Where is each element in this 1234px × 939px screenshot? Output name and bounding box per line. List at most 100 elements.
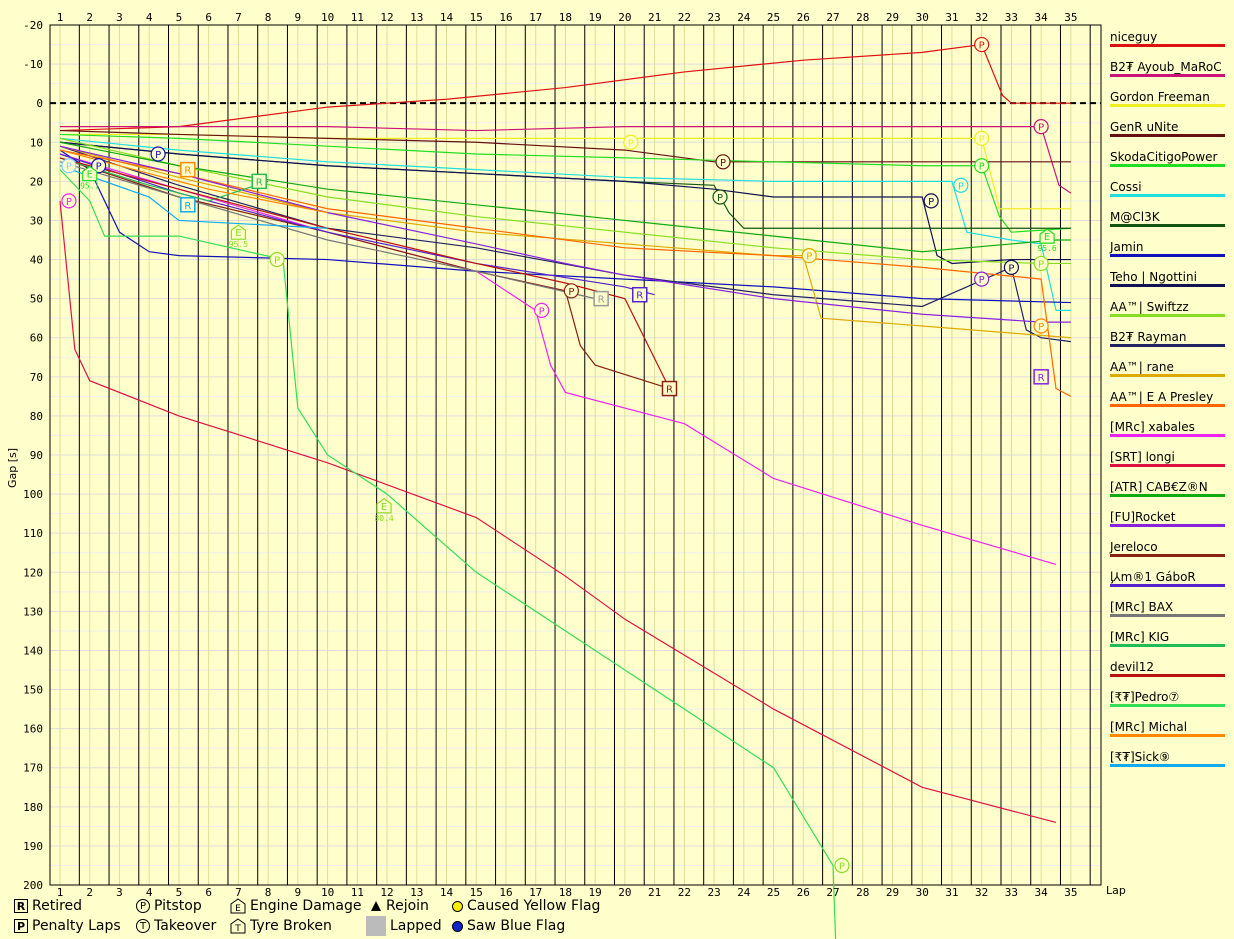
y-tick-label: -10 <box>23 58 43 71</box>
y-axis-ticks: -20 -10 0 10 20 30 40 50 60 70 80 90 100 110 120 130 140… <box>23 19 43 892</box>
series-line <box>59 161 596 300</box>
y-tick-label: 150 <box>23 684 43 697</box>
x-tick-label-bottom: 14 <box>440 886 454 899</box>
event-marker-P: P <box>712 189 728 205</box>
marker-letter: E <box>381 502 387 513</box>
event-marker-P: P <box>1033 119 1049 135</box>
legend-label: [ATR] CAB€Z®N <box>1110 480 1208 494</box>
marker-letter: R <box>256 177 263 188</box>
legend-item: niceguy <box>1106 28 1230 58</box>
retired-marker <box>661 380 678 397</box>
lapped-swatch-icon <box>366 916 386 936</box>
marker-letter: P <box>155 150 161 161</box>
y-tick-label: 110 <box>23 527 43 540</box>
key-yellow-flag: Caused Yellow Flag <box>452 898 600 914</box>
event-marker-P: P <box>91 158 107 174</box>
x-tick-label-top: 25 <box>767 11 780 24</box>
marker-letter: P <box>539 306 545 317</box>
x-tick-label-top: 21 <box>648 11 661 24</box>
marker-letter: P <box>806 252 812 263</box>
series-line <box>59 141 1071 253</box>
y-tick-label: -20 <box>23 19 43 32</box>
legend-swatch <box>1110 524 1225 527</box>
marker-letter: R <box>1038 373 1045 384</box>
key-engine-damage: E Engine Damage <box>230 898 362 914</box>
event-marker-R: R <box>251 173 267 190</box>
x-tick-label-top: 23 <box>707 11 720 24</box>
pitstop-marker <box>61 193 77 209</box>
legend-label: Jamin <box>1110 240 1144 254</box>
legend-label: ᶅ⅄m®1 GáboR <box>1110 570 1196 584</box>
legend-label: [MRc] xabales <box>1110 420 1195 434</box>
x-tick-label-bottom: 9 <box>295 886 302 899</box>
event-marker-E: 95.5E <box>229 224 248 249</box>
x-tick-label-top: 8 <box>265 11 272 24</box>
legend-item: [SRT] longi <box>1106 448 1230 478</box>
legend-label: Gordon Freeman <box>1110 90 1210 104</box>
marker-letter: P <box>1038 322 1044 333</box>
key-takeover: T Takeover <box>136 918 216 934</box>
legend-item: [MRc] xabales <box>1106 418 1230 448</box>
marker-letter: P <box>717 193 723 204</box>
x-tick-label-bottom: 1 <box>57 886 64 899</box>
marker-letter: E <box>235 228 241 239</box>
x-tick-label-bottom: 26 <box>797 886 810 899</box>
pitstop-marker <box>150 146 166 162</box>
event-marker-P: P <box>974 271 990 287</box>
pitstop-marker <box>974 158 990 174</box>
legend-swatch <box>1110 434 1225 437</box>
grid <box>49 24 1102 886</box>
event-marker-P: P <box>61 158 77 174</box>
key-retired: R Retired <box>14 898 82 914</box>
legend-label: AA™| rane <box>1110 360 1174 374</box>
series-line <box>59 157 269 202</box>
key-yellow-label: Caused Yellow Flag <box>467 898 601 914</box>
x-tick-label-top: 6 <box>205 11 212 24</box>
x-tick-label-bottom: 4 <box>146 886 153 899</box>
legend-item: [ATR] CAB€Z®N <box>1106 478 1230 508</box>
marker-letter: P <box>66 197 72 208</box>
marker-letter: P <box>979 41 985 52</box>
x-tick-label-top: 30 <box>916 11 929 24</box>
legend-item: [₹₮]Pedro⑦ <box>1106 688 1230 718</box>
event-key: R Retired P Penalty Laps P Pitstop T Tak… <box>14 898 714 938</box>
svg-text:E: E <box>235 904 241 914</box>
x-tick-label-bottom: 5 <box>176 886 183 899</box>
key-rejoin: Rejoin <box>370 898 429 914</box>
event-marker-P: P <box>974 130 990 146</box>
y-tick-label: 80 <box>30 410 43 423</box>
series-line <box>59 149 328 214</box>
legend-label: [SRT] longi <box>1110 450 1175 464</box>
event-marker-P: P <box>150 146 166 162</box>
x-tick-label-bottom: 8 <box>265 886 272 899</box>
event-marker-P: P <box>534 302 550 318</box>
marker-note: 95.6 <box>1037 244 1056 253</box>
pitstop-marker <box>974 271 990 287</box>
retired-icon: R <box>14 899 28 913</box>
marker-letter: R <box>598 295 605 306</box>
legend-label: Cossi <box>1110 180 1142 194</box>
rejoin-triangle-icon <box>371 901 381 911</box>
key-pitstop-label: Pitstop <box>154 898 202 914</box>
yellow-dot-icon <box>452 900 463 912</box>
x-tick-label-bottom: 19 <box>589 886 602 899</box>
series-line <box>59 149 1071 304</box>
legend-swatch <box>1110 134 1225 137</box>
y-axis-label: Gap [s] <box>6 448 19 488</box>
event-marker-E: 95.6E <box>1037 228 1057 253</box>
marker-letter: P <box>66 162 72 173</box>
pitstop-marker <box>534 302 550 318</box>
event-marker-P: P <box>974 158 990 174</box>
x-tick-label-top: 32 <box>975 11 988 24</box>
legend-item: Jamin <box>1106 238 1230 268</box>
legend-item: B2₮ Ayoub_MaRoC <box>1106 58 1230 88</box>
y-tick-label: 190 <box>23 840 43 853</box>
y-tick-label: 60 <box>30 332 43 345</box>
engine-damage-marker <box>230 224 246 240</box>
pitstop-marker <box>974 36 990 53</box>
marker-note: 80.4 <box>374 514 393 523</box>
key-penalty-label: Penalty Laps <box>32 918 121 934</box>
pitstop-marker <box>923 193 939 209</box>
legend-item: AA™| E A Presley <box>1106 388 1230 418</box>
